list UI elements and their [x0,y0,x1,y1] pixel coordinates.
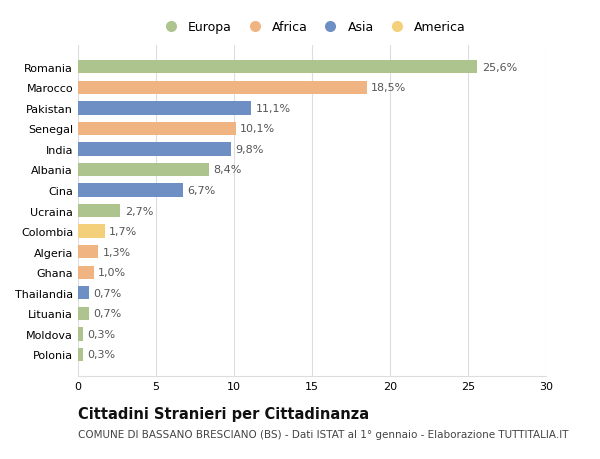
Bar [78,61,478,74]
Bar [78,163,209,177]
Text: 2,7%: 2,7% [125,206,153,216]
Bar [78,204,120,218]
Bar [78,286,89,300]
Bar [78,348,83,361]
Bar [78,81,367,95]
Text: 0,3%: 0,3% [88,350,115,360]
Text: Cittadini Stranieri per Cittadinanza: Cittadini Stranieri per Cittadinanza [78,406,369,421]
Text: 9,8%: 9,8% [236,145,264,155]
Bar [78,102,251,115]
Text: 0,7%: 0,7% [94,309,122,319]
Text: 6,7%: 6,7% [187,185,215,196]
Bar [78,225,104,238]
Text: 11,1%: 11,1% [256,104,291,113]
Text: 0,7%: 0,7% [94,288,122,298]
Text: COMUNE DI BASSANO BRESCIANO (BS) - Dati ISTAT al 1° gennaio - Elaborazione TUTTI: COMUNE DI BASSANO BRESCIANO (BS) - Dati … [78,429,569,439]
Text: 0,3%: 0,3% [88,329,115,339]
Text: 1,7%: 1,7% [109,227,137,237]
Text: 1,3%: 1,3% [103,247,131,257]
Bar [78,246,98,259]
Bar [78,184,182,197]
Text: 10,1%: 10,1% [240,124,275,134]
Text: 1,0%: 1,0% [98,268,127,278]
Text: 18,5%: 18,5% [371,83,407,93]
Text: 25,6%: 25,6% [482,62,517,73]
Bar [78,328,83,341]
Bar [78,307,89,320]
Bar [78,143,231,156]
Text: 8,4%: 8,4% [214,165,242,175]
Legend: Europa, Africa, Asia, America: Europa, Africa, Asia, America [155,18,469,36]
Bar [78,123,236,136]
Bar [78,266,94,280]
